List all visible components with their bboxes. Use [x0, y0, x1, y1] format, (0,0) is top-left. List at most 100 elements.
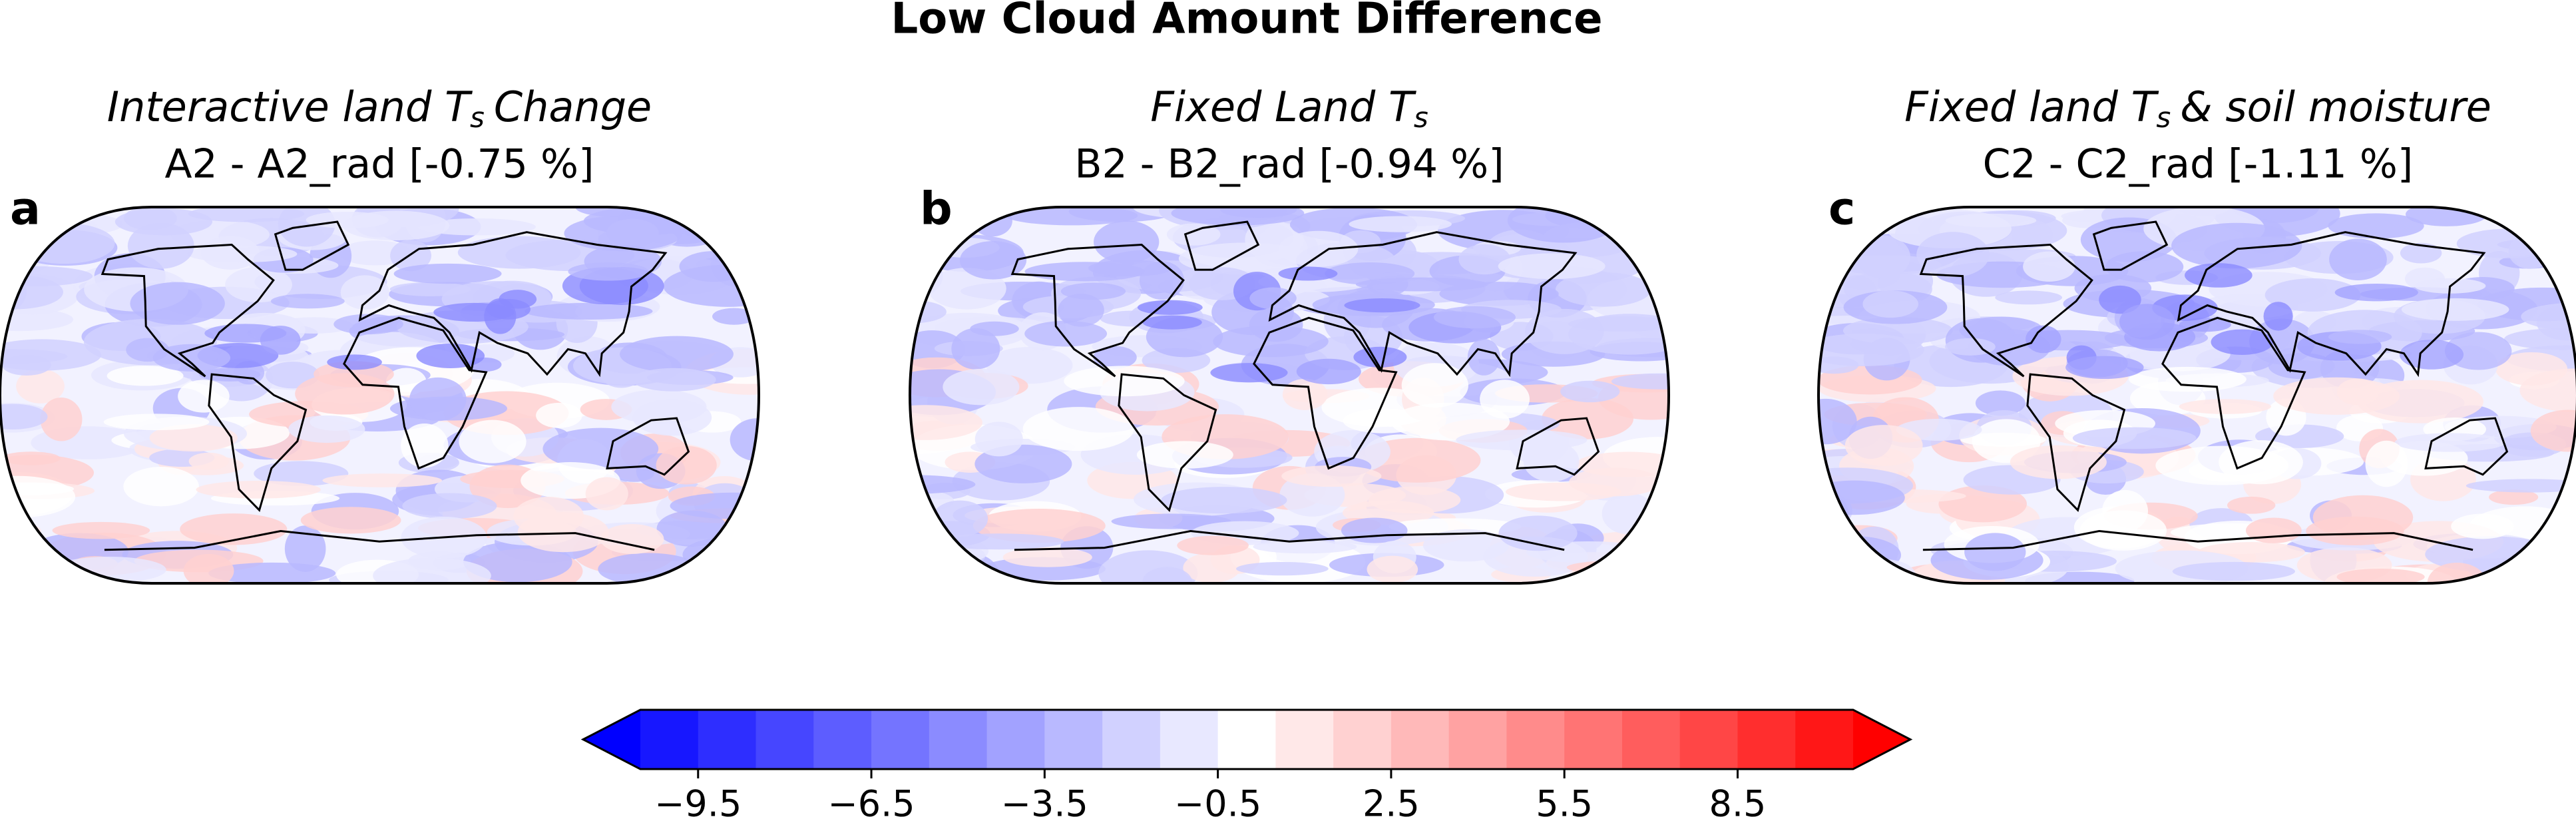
- coastline: [1253, 316, 1398, 470]
- anomaly-patch: [123, 466, 199, 507]
- title-symbol: T: [2131, 83, 2159, 131]
- anomaly-patch: [1249, 287, 1297, 310]
- anomaly-patch: [974, 421, 1023, 457]
- colorbar-box: [813, 710, 872, 769]
- coastline: [1919, 243, 2093, 378]
- anomaly-patch: [1819, 480, 1905, 515]
- anomaly-patch: [1060, 282, 1126, 300]
- anomaly-patch: [208, 562, 336, 583]
- anomaly-patch: [103, 414, 210, 431]
- anomaly-patch: [2211, 329, 2274, 355]
- anomaly-patch: [1178, 242, 1311, 275]
- anomaly-patch: [1458, 244, 1511, 275]
- title-text: Change: [494, 83, 652, 131]
- anomaly-patch: [2336, 568, 2425, 583]
- anomaly-patch: [2227, 496, 2276, 514]
- anomaly-patch: [2334, 283, 2418, 302]
- colorbar-box: [1217, 710, 1276, 769]
- anomaly-patch: [1945, 338, 1996, 356]
- title-space: [431, 83, 445, 131]
- anomaly-patch: [1296, 358, 1361, 385]
- colorbar-box: [986, 710, 1045, 769]
- coastline: [1118, 373, 1217, 513]
- anomaly-patch: [1279, 230, 1359, 267]
- anomaly-patch: [196, 480, 322, 499]
- anomaly-patch: [393, 263, 502, 284]
- anomaly-patch: [401, 423, 449, 468]
- anomaly-patch: [2264, 278, 2361, 312]
- map: [0, 207, 759, 583]
- title-text: Interactive land: [107, 83, 432, 131]
- anomaly-patch: [2273, 377, 2400, 415]
- anomaly-patch: [484, 298, 517, 334]
- anomaly-patch: [225, 267, 292, 303]
- panel-title: Fixed land Ts & soil moisture: [1904, 83, 2491, 133]
- anomaly-patch: [2219, 440, 2303, 485]
- colorbar-tick-label: −6.5: [827, 783, 915, 825]
- anomaly-patch: [2456, 228, 2560, 258]
- anomaly-patch: [687, 555, 745, 583]
- anomaly-patch: [2268, 352, 2335, 380]
- anomaly-patch: [1819, 494, 1849, 531]
- anomaly-patch: [2489, 489, 2539, 505]
- anomaly-patch: [1422, 529, 1509, 562]
- coastline: [1014, 530, 1565, 551]
- anomaly-patch: [1566, 560, 1669, 575]
- anomaly-patch: [327, 354, 382, 370]
- anomaly-patch: [1498, 515, 1578, 551]
- anomaly-patch: [295, 373, 395, 415]
- anomaly-patch: [1022, 407, 1134, 451]
- anomaly-patch: [2329, 238, 2387, 281]
- anomaly-patch: [1995, 290, 2062, 305]
- anomaly-patch: [463, 541, 572, 583]
- anomaly-patch: [1006, 207, 1138, 226]
- colorbar-tick-label: 5.5: [1536, 783, 1593, 825]
- anomaly-patch: [130, 282, 225, 325]
- map-border: [0, 206, 761, 585]
- title-subscript: s: [470, 101, 485, 134]
- colorbar-box: [1679, 710, 1738, 769]
- anomaly-patch: [1401, 363, 1468, 408]
- title-space: [1375, 83, 1389, 131]
- anomaly-patch: [524, 302, 653, 320]
- map: [910, 207, 1669, 583]
- anomaly-patch: [564, 215, 683, 252]
- anomaly-patch: [1213, 326, 1329, 358]
- anomaly-patch: [0, 308, 74, 332]
- coastline: [1516, 417, 1600, 476]
- anomaly-patch: [2399, 340, 2464, 370]
- colorbar-box: [755, 710, 814, 769]
- anomaly-patch: [1278, 266, 1338, 281]
- colorbar-box: [1564, 710, 1623, 769]
- anomaly-patch: [1433, 306, 1516, 329]
- panel-subtitle: A2 - A2_rad [-0.75 %]: [165, 141, 594, 188]
- title-text: Fixed Land: [1150, 83, 1376, 131]
- colorbar-tick-label: −0.5: [1174, 783, 1261, 825]
- anomaly-patch: [1576, 451, 1669, 477]
- coastline: [2092, 220, 2169, 271]
- anomaly-patch: [1602, 552, 1669, 583]
- panel-title: Interactive land Ts Change: [107, 83, 652, 133]
- map: [1819, 207, 2576, 583]
- anomaly-patch: [656, 445, 717, 485]
- anomaly-patch: [1142, 315, 1202, 330]
- anomaly-patch: [0, 339, 102, 371]
- anomaly-patch: [1560, 380, 1620, 403]
- colorbar-box: [1621, 710, 1681, 769]
- anomaly-patch: [149, 424, 238, 452]
- anomaly-patch: [910, 475, 976, 494]
- anomaly-patch: [183, 553, 234, 583]
- anomaly-patch: [2119, 304, 2175, 340]
- anomaly-patch: [620, 336, 734, 373]
- anomaly-patch: [2519, 368, 2576, 412]
- anomaly-patch: [127, 222, 194, 269]
- panel-label: c: [1828, 183, 1855, 236]
- anomaly-patch: [2400, 242, 2442, 264]
- panel-title: Fixed Land Ts: [1150, 83, 1428, 133]
- anomaly-patch: [1886, 209, 2012, 249]
- anomaly-patch: [2006, 330, 2131, 351]
- colorbar-tick-label: −3.5: [1001, 783, 1088, 825]
- anomaly-patch: [663, 264, 759, 307]
- colorbar-outline: [580, 708, 1913, 770]
